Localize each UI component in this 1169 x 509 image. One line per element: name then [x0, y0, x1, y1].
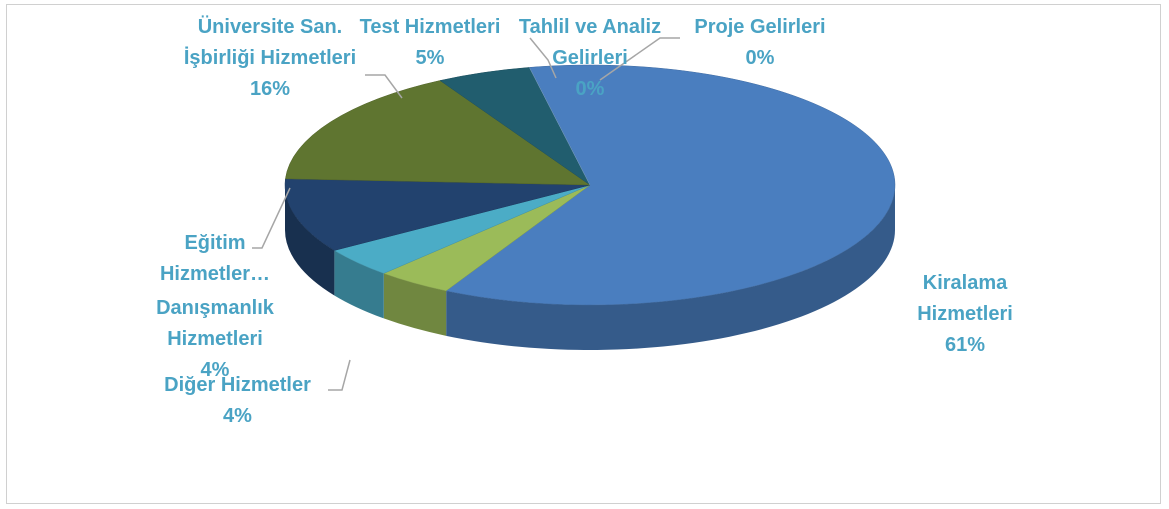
label-name: Eğitim Hizmetler… — [159, 232, 271, 285]
slice — [445, 64, 896, 306]
leader-lines — [252, 37, 680, 391]
leader-line — [252, 187, 291, 249]
slice-label: Danışmanlık Hizmetleri 4% — [140, 293, 290, 386]
slice-label: Test Hizmetleri 5% — [345, 12, 515, 74]
leader-line — [599, 37, 680, 81]
slice — [284, 178, 591, 251]
slice-label: Diğer Hizmetler 4% — [140, 370, 335, 432]
slice-side — [285, 185, 335, 296]
label-value: 4% — [223, 405, 252, 427]
slice — [529, 67, 591, 186]
label-value: 4% — [200, 359, 230, 381]
label-name: Kiralama Hizmetleri — [917, 272, 1013, 325]
label-name: Proje Gelirleri — [694, 16, 826, 38]
slice — [439, 67, 591, 186]
slice-side — [334, 250, 384, 319]
label-value: 0% — [575, 78, 605, 100]
slice-label: Tahlil ve Analiz Gelirleri 0% — [500, 12, 680, 105]
leader-line — [365, 74, 403, 99]
chart-frame — [6, 4, 1161, 504]
slice-label: Kiralama Hizmetleri 61% — [890, 268, 1040, 361]
label-value: 61% — [944, 334, 986, 356]
label-name: Üniversite San. İşbirliği Hizmetleri — [183, 16, 357, 69]
slice-side — [446, 185, 895, 350]
leader-line — [328, 359, 351, 391]
label-name: Diğer Hizmetler — [164, 374, 311, 396]
slice — [285, 80, 591, 186]
slice-label: Eğitim Hizmetler… — [145, 228, 285, 290]
label-value: 5% — [415, 47, 445, 69]
label-name: Test Hizmetleri — [359, 16, 501, 38]
slice-label: Proje Gelirleri 0% — [680, 12, 840, 74]
label-name: Tahlil ve Analiz Gelirleri — [518, 16, 662, 69]
slice-label: Üniversite San. İşbirliği Hizmetleri 16% — [165, 12, 375, 105]
label-value: 16% — [249, 78, 291, 100]
leader-line — [529, 37, 557, 79]
label-value: 0% — [745, 47, 775, 69]
label-name: Danışmanlık Hizmetleri — [156, 297, 274, 350]
slice-side — [383, 273, 447, 336]
